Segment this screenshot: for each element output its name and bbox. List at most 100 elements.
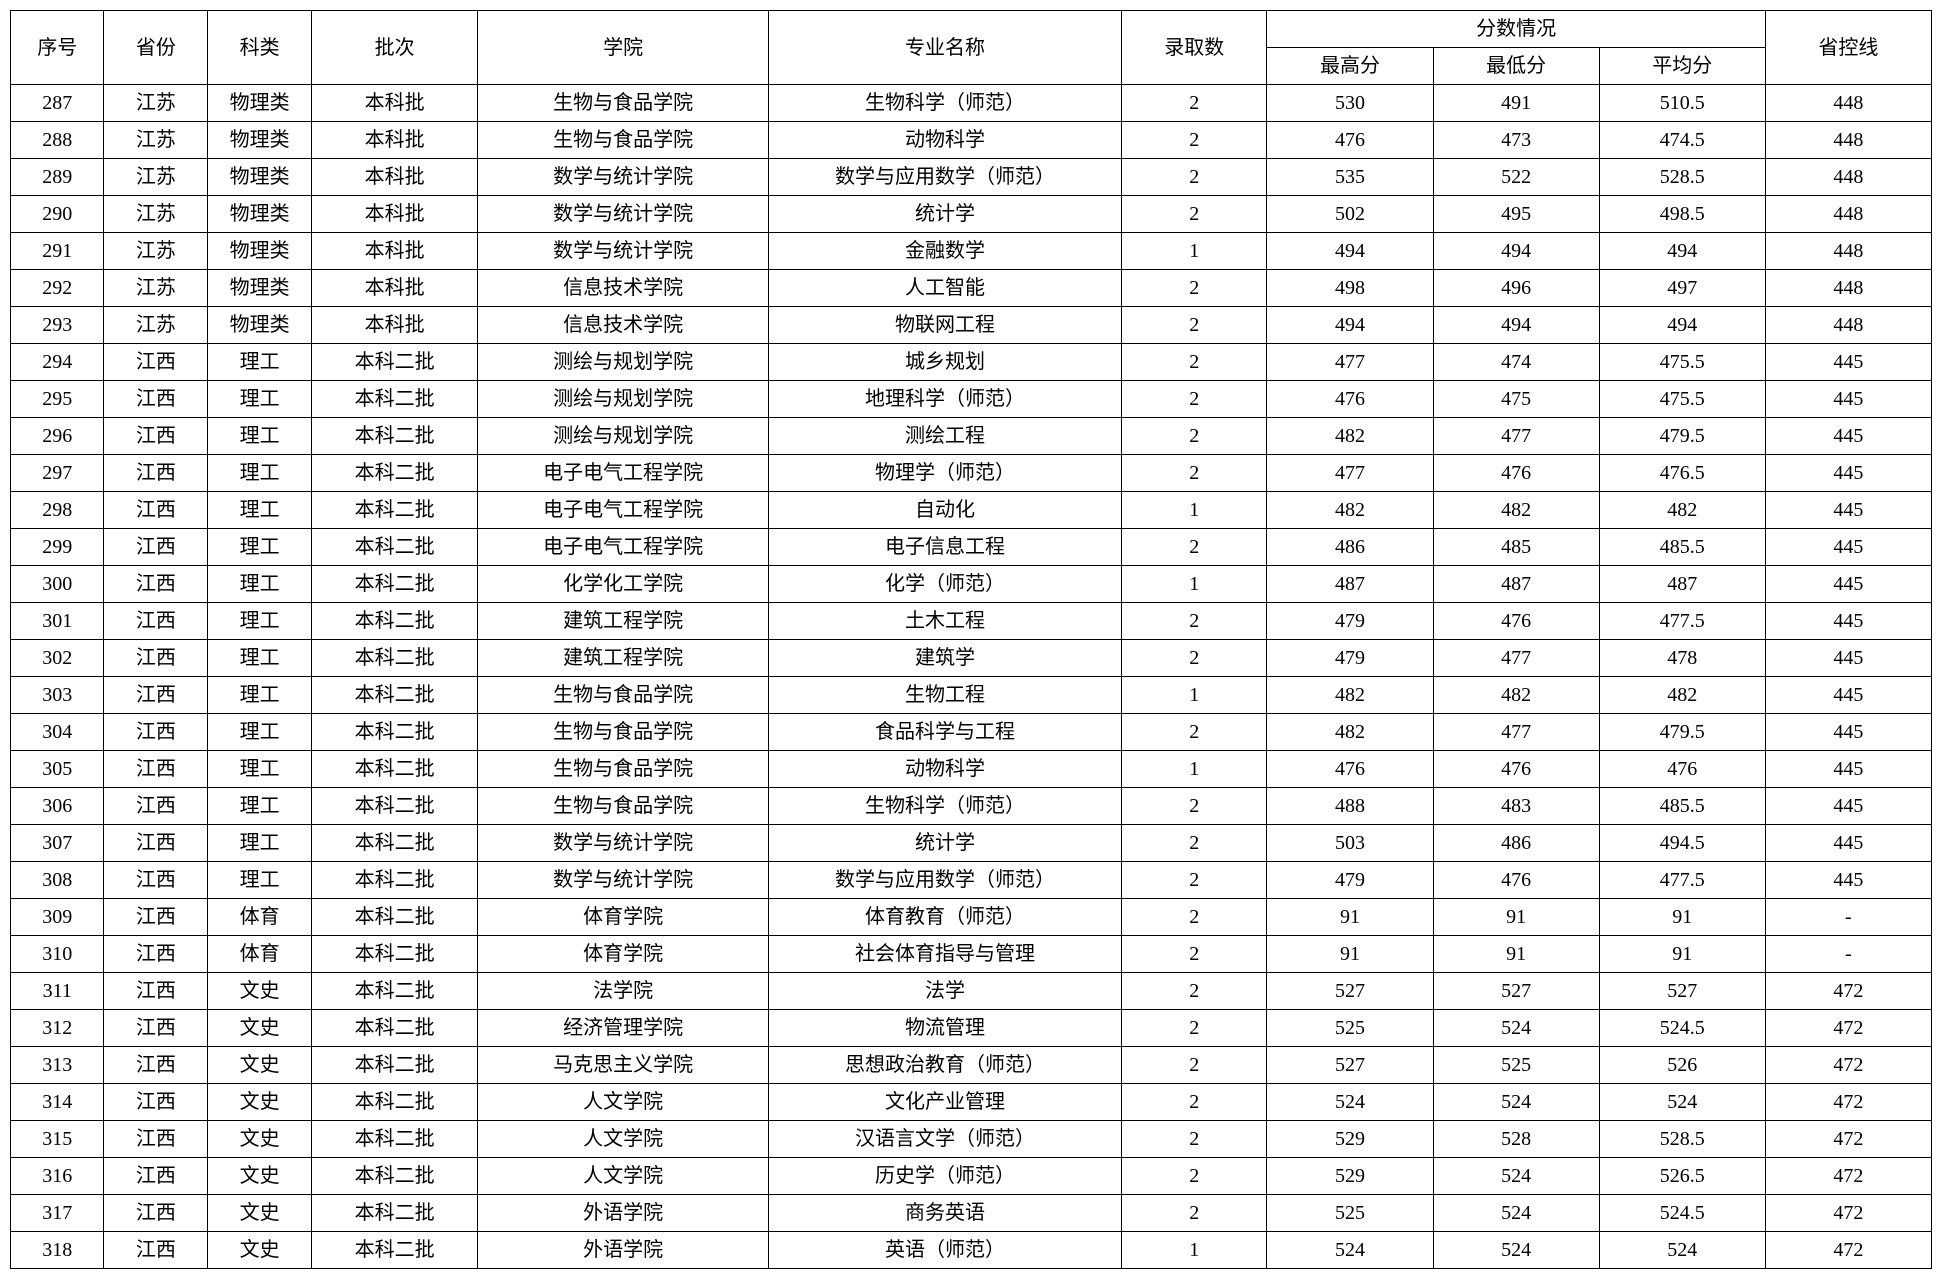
cell-province: 江西 bbox=[104, 862, 208, 899]
cell-province: 江苏 bbox=[104, 307, 208, 344]
cell-score-avg: 494 bbox=[1599, 307, 1765, 344]
cell-prov-line: 472 bbox=[1765, 1195, 1931, 1232]
cell-score-high: 482 bbox=[1267, 418, 1433, 455]
cell-major: 物联网工程 bbox=[768, 307, 1121, 344]
cell-seq: 314 bbox=[11, 1084, 104, 1121]
cell-score-high: 502 bbox=[1267, 196, 1433, 233]
cell-score-avg: 524.5 bbox=[1599, 1195, 1765, 1232]
cell-seq: 295 bbox=[11, 381, 104, 418]
cell-batch: 本科二批 bbox=[312, 714, 478, 751]
cell-score-avg: 479.5 bbox=[1599, 418, 1765, 455]
cell-subject: 物理类 bbox=[208, 159, 312, 196]
cell-seq: 303 bbox=[11, 677, 104, 714]
table-row: 307江西理工本科二批数学与统计学院统计学2503486494.5445 bbox=[11, 825, 1932, 862]
cell-score-avg: 494 bbox=[1599, 233, 1765, 270]
cell-score-high: 476 bbox=[1267, 381, 1433, 418]
cell-score-low: 524 bbox=[1433, 1158, 1599, 1195]
table-row: 289江苏物理类本科批数学与统计学院数学与应用数学（师范）2535522528.… bbox=[11, 159, 1932, 196]
cell-batch: 本科二批 bbox=[312, 1195, 478, 1232]
cell-province: 江西 bbox=[104, 381, 208, 418]
cell-province: 江西 bbox=[104, 344, 208, 381]
cell-major: 生物科学（师范） bbox=[768, 85, 1121, 122]
cell-province: 江西 bbox=[104, 788, 208, 825]
cell-admit: 2 bbox=[1122, 862, 1267, 899]
cell-subject: 物理类 bbox=[208, 196, 312, 233]
cell-province: 江西 bbox=[104, 1232, 208, 1269]
cell-prov-line: 448 bbox=[1765, 122, 1931, 159]
table-row: 311江西文史本科二批法学院法学2527527527472 bbox=[11, 973, 1932, 1010]
cell-score-high: 494 bbox=[1267, 233, 1433, 270]
cell-college: 生物与食品学院 bbox=[478, 85, 769, 122]
cell-batch: 本科二批 bbox=[312, 418, 478, 455]
cell-prov-line: 472 bbox=[1765, 973, 1931, 1010]
cell-seq: 298 bbox=[11, 492, 104, 529]
cell-subject: 文史 bbox=[208, 1195, 312, 1232]
header-admit: 录取数 bbox=[1122, 11, 1267, 85]
cell-major: 建筑学 bbox=[768, 640, 1121, 677]
cell-score-high: 477 bbox=[1267, 344, 1433, 381]
table-row: 310江西体育本科二批体育学院社会体育指导与管理2919191- bbox=[11, 936, 1932, 973]
cell-subject: 理工 bbox=[208, 603, 312, 640]
cell-subject: 文史 bbox=[208, 1010, 312, 1047]
table-row: 309江西体育本科二批体育学院体育教育（师范）2919191- bbox=[11, 899, 1932, 936]
cell-province: 江西 bbox=[104, 973, 208, 1010]
cell-admit: 2 bbox=[1122, 825, 1267, 862]
cell-major: 社会体育指导与管理 bbox=[768, 936, 1121, 973]
cell-province: 江西 bbox=[104, 640, 208, 677]
cell-score-low: 525 bbox=[1433, 1047, 1599, 1084]
cell-score-high: 486 bbox=[1267, 529, 1433, 566]
cell-major: 生物工程 bbox=[768, 677, 1121, 714]
cell-batch: 本科二批 bbox=[312, 862, 478, 899]
cell-major: 动物科学 bbox=[768, 751, 1121, 788]
cell-batch: 本科二批 bbox=[312, 1047, 478, 1084]
cell-score-high: 91 bbox=[1267, 899, 1433, 936]
cell-score-high: 482 bbox=[1267, 714, 1433, 751]
table-row: 308江西理工本科二批数学与统计学院数学与应用数学（师范）2479476477.… bbox=[11, 862, 1932, 899]
cell-score-low: 476 bbox=[1433, 455, 1599, 492]
cell-prov-line: 445 bbox=[1765, 603, 1931, 640]
table-row: 296江西理工本科二批测绘与规划学院测绘工程2482477479.5445 bbox=[11, 418, 1932, 455]
cell-subject: 物理类 bbox=[208, 270, 312, 307]
cell-seq: 294 bbox=[11, 344, 104, 381]
cell-score-avg: 510.5 bbox=[1599, 85, 1765, 122]
table-row: 301江西理工本科二批建筑工程学院土木工程2479476477.5445 bbox=[11, 603, 1932, 640]
header-province: 省份 bbox=[104, 11, 208, 85]
cell-admit: 2 bbox=[1122, 1010, 1267, 1047]
cell-subject: 理工 bbox=[208, 862, 312, 899]
cell-batch: 本科二批 bbox=[312, 640, 478, 677]
cell-seq: 307 bbox=[11, 825, 104, 862]
cell-score-low: 477 bbox=[1433, 714, 1599, 751]
table-row: 297江西理工本科二批电子电气工程学院物理学（师范）2477476476.544… bbox=[11, 455, 1932, 492]
cell-score-low: 486 bbox=[1433, 825, 1599, 862]
cell-college: 测绘与规划学院 bbox=[478, 381, 769, 418]
cell-score-low: 474 bbox=[1433, 344, 1599, 381]
cell-subject: 物理类 bbox=[208, 307, 312, 344]
cell-prov-line: - bbox=[1765, 936, 1931, 973]
cell-batch: 本科批 bbox=[312, 196, 478, 233]
cell-score-avg: 476.5 bbox=[1599, 455, 1765, 492]
cell-score-avg: 526.5 bbox=[1599, 1158, 1765, 1195]
cell-major: 体育教育（师范） bbox=[768, 899, 1121, 936]
cell-prov-line: 445 bbox=[1765, 714, 1931, 751]
cell-province: 江西 bbox=[104, 1010, 208, 1047]
cell-prov-line: 472 bbox=[1765, 1232, 1931, 1269]
cell-subject: 理工 bbox=[208, 455, 312, 492]
table-row: 290江苏物理类本科批数学与统计学院统计学2502495498.5448 bbox=[11, 196, 1932, 233]
cell-seq: 288 bbox=[11, 122, 104, 159]
cell-score-avg: 477.5 bbox=[1599, 603, 1765, 640]
cell-prov-line: 448 bbox=[1765, 233, 1931, 270]
cell-score-low: 495 bbox=[1433, 196, 1599, 233]
cell-score-avg: 528.5 bbox=[1599, 159, 1765, 196]
cell-score-high: 487 bbox=[1267, 566, 1433, 603]
cell-major: 法学 bbox=[768, 973, 1121, 1010]
cell-score-avg: 475.5 bbox=[1599, 381, 1765, 418]
cell-prov-line: 445 bbox=[1765, 381, 1931, 418]
cell-college: 电子电气工程学院 bbox=[478, 529, 769, 566]
cell-admit: 2 bbox=[1122, 270, 1267, 307]
cell-subject: 物理类 bbox=[208, 122, 312, 159]
cell-seq: 292 bbox=[11, 270, 104, 307]
cell-score-low: 476 bbox=[1433, 603, 1599, 640]
cell-score-avg: 528.5 bbox=[1599, 1121, 1765, 1158]
cell-score-avg: 479.5 bbox=[1599, 714, 1765, 751]
header-score-low: 最低分 bbox=[1433, 48, 1599, 85]
